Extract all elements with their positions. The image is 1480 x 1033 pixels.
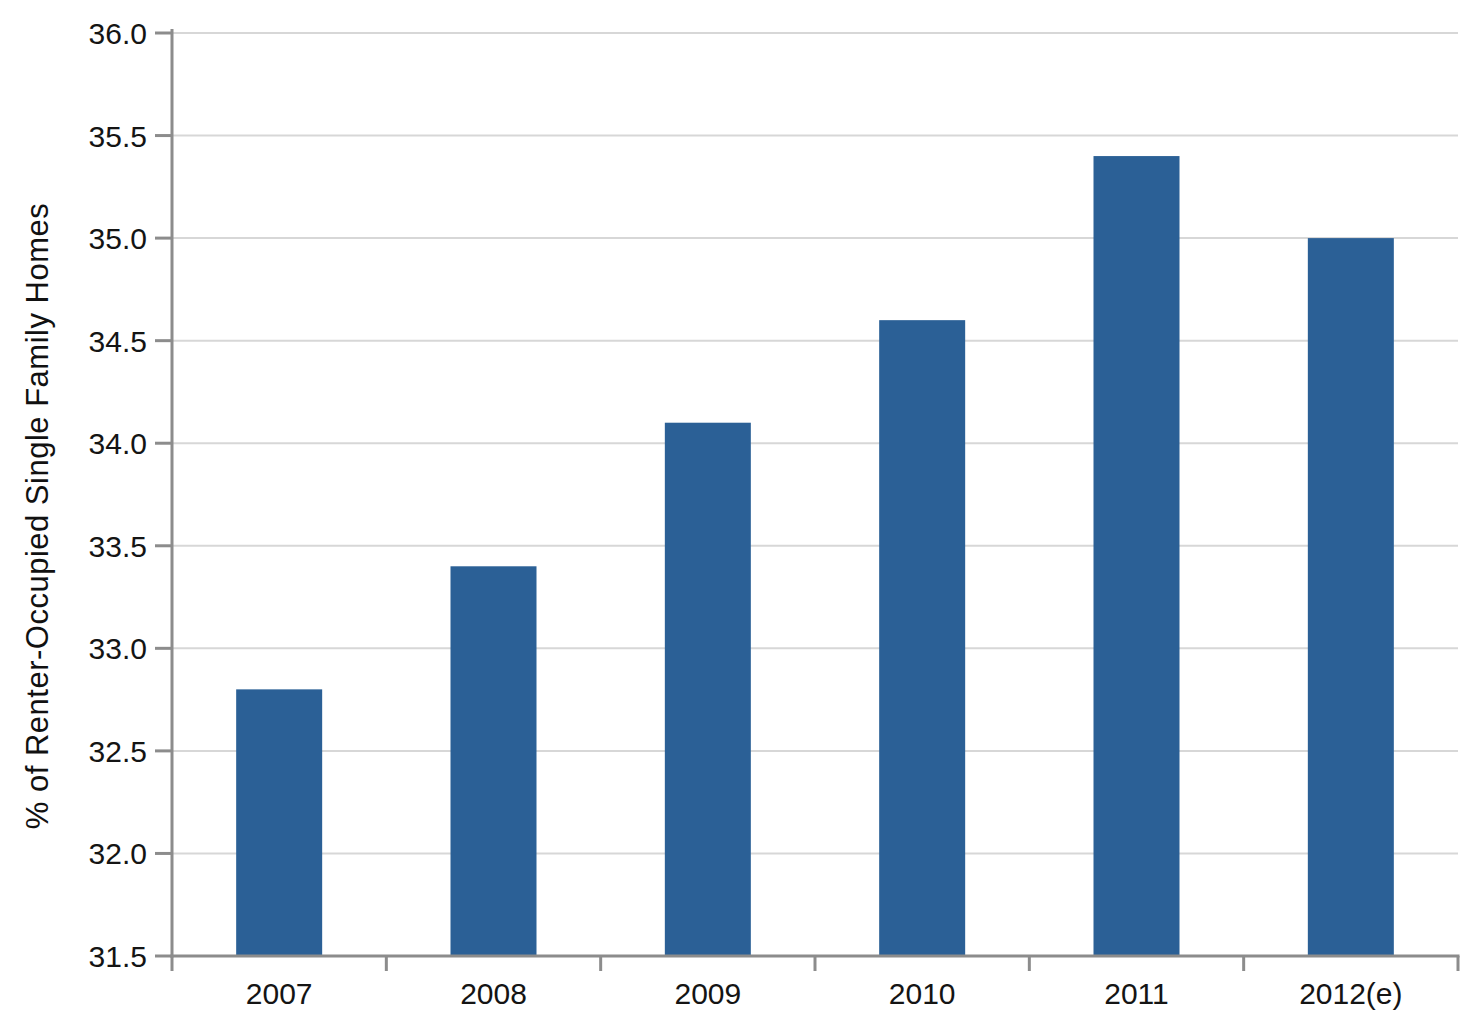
- bar-2012(e): [1308, 238, 1394, 956]
- y-tick-label-31.5: 31.5: [89, 940, 147, 973]
- bar-2008: [451, 566, 537, 956]
- bar-2010: [879, 320, 965, 956]
- chart-plot-area: 2007 2008 2009 2010 2011 2012(e) 31.5 32.0 32.5 3…: [0, 0, 1480, 1033]
- x-tick-label-2011: 2011: [1104, 977, 1169, 1010]
- x-tick-label-2012(e): 2012(e): [1299, 977, 1402, 1010]
- bar-chart: % of Renter-Occupied Single Family Homes…: [0, 0, 1480, 1033]
- x-tick-label-2007: 2007: [246, 977, 313, 1010]
- bar-2007: [236, 689, 322, 956]
- bar-2009: [665, 423, 751, 956]
- x-tick-label-2010: 2010: [889, 977, 956, 1010]
- y-tick-label-36.0: 36.0: [89, 17, 147, 50]
- y-tick-label-32.5: 32.5: [89, 735, 147, 768]
- y-tick-label-33.5: 33.5: [89, 530, 147, 563]
- x-tick-label-2009: 2009: [674, 977, 741, 1010]
- y-axis-title: % of Renter-Occupied Single Family Homes: [20, 203, 56, 829]
- y-tick-label-35.0: 35.0: [89, 222, 147, 255]
- y-tick-label-34.0: 34.0: [89, 427, 147, 460]
- y-tick-label-32.0: 32.0: [89, 837, 147, 870]
- y-tick-label-33.0: 33.0: [89, 632, 147, 665]
- bar-2011: [1094, 156, 1180, 956]
- x-tick-label-2008: 2008: [460, 977, 527, 1010]
- y-tick-label-34.5: 34.5: [89, 325, 147, 358]
- y-tick-label-35.5: 35.5: [89, 120, 147, 153]
